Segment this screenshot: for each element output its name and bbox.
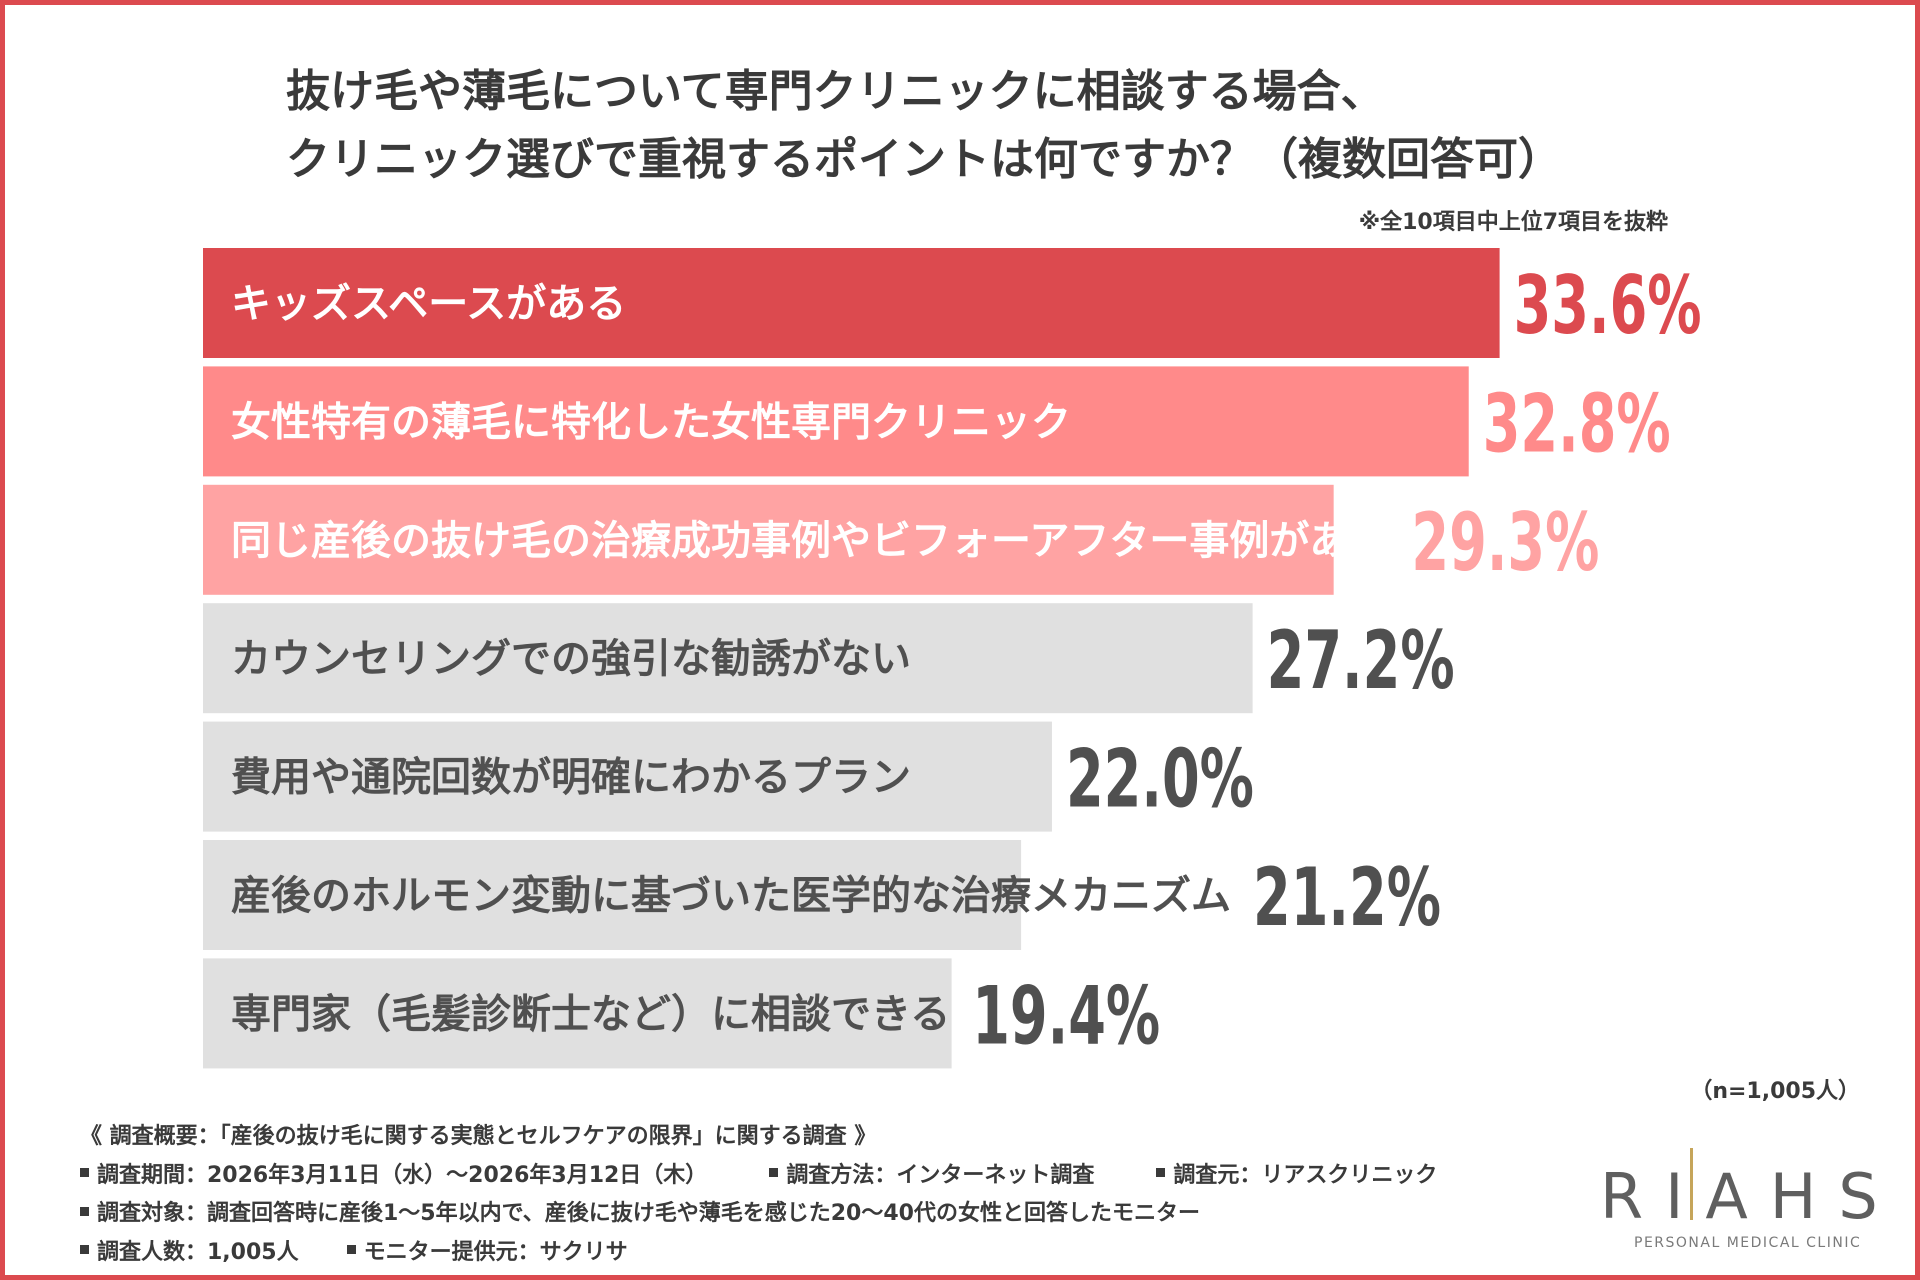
bar-group: 女性特有の薄毛に特化した女性専門クリニック 32.8% <box>203 366 1671 477</box>
sample-size: （n=1,005人） <box>1690 1079 1860 1104</box>
survey-row-2: 調査対象：調査回答時に産後1～5年以内で、産後に抜け毛や薄毛を感じた20～40代… <box>80 1195 1437 1234</box>
value-label: 29.3% <box>1411 496 1599 589</box>
bullet-icon <box>80 1206 89 1216</box>
value-label: 32.8% <box>1483 377 1671 470</box>
title-line-2: クリニック選びで重視するポイントは何ですか？（複数回答可） <box>286 134 1562 186</box>
value-label: 33.6% <box>1514 259 1702 352</box>
chart-title: 抜け毛や薄毛について専門クリニックに相談する場合、 クリニック選びで重視するポイ… <box>286 58 1786 194</box>
survey-row-1: 調査期間：2026年3月11日（水）～2026年3月12日（木） 調査方法：インタ… <box>80 1157 1437 1196</box>
survey-period: 調査期間：2026年3月11日（水）～2026年3月12日（木） <box>97 1162 708 1188</box>
bar <box>203 721 1052 832</box>
survey-row-3: 調査人数：1,005人 モニター提供元：サクリサ <box>80 1234 1437 1273</box>
category-label: 産後のホルモン変動に基づいた医学的な治療メカニズム <box>231 873 1231 919</box>
bar <box>203 840 1022 950</box>
bullet-icon <box>1156 1168 1166 1177</box>
bar-chart: キッズスペースがある 33.6% 女性特有の薄毛に特化した女性専門クリニック 32.8… <box>203 248 1702 1069</box>
category-label: キッズスペースがある <box>231 281 626 327</box>
bar-group: 専門家（毛髪診断士など）に相談できる 19.4% <box>203 958 1160 1069</box>
logo-accent-bar <box>1690 1148 1693 1220</box>
survey-overview: 《 調査概要：「産後の抜け毛に関する実態とセルフケアの限界」に関する調査 》 調… <box>80 1118 1437 1272</box>
value-label: 21.2% <box>1253 851 1441 944</box>
bar-group: キッズスペースがある 33.6% <box>203 248 1702 358</box>
bar <box>203 366 1469 477</box>
bar <box>203 484 1334 595</box>
survey-count: 調査人数：1,005人 <box>97 1239 299 1265</box>
survey-target: 調査対象：調査回答時に産後1～5年以内で、産後に抜け毛や薄毛を感じた20～40代… <box>97 1201 1200 1226</box>
logo-wordmark: RIAHS <box>1600 1148 1880 1233</box>
clinic-logo: RIAHS PERSONAL MEDICAL CLINIC <box>1600 1148 1880 1251</box>
bar-group: 同じ産後の抜け毛の治療成功事例やビフォーアフター事例がある 29.3% <box>203 484 1599 595</box>
bullet-icon <box>80 1168 89 1177</box>
category-label: 同じ産後の抜け毛の治療成功事例やビフォーアフター事例がある <box>231 518 1389 564</box>
bar <box>203 958 952 1069</box>
value-label: 19.4% <box>972 969 1160 1062</box>
survey-method: 調査方法：インターネット調査 <box>786 1162 1095 1188</box>
survey-provider: モニター提供元：サクリサ <box>363 1239 628 1265</box>
category-label: カウンセリングでの強引な勧誘がない <box>231 636 911 682</box>
bar <box>203 248 1500 358</box>
category-label: 専門家（毛髪診断士など）に相談できる <box>231 991 950 1037</box>
logo-subtitle: PERSONAL MEDICAL CLINIC <box>1634 1235 1862 1251</box>
bullet-icon <box>346 1245 356 1254</box>
bullet-icon <box>769 1168 779 1177</box>
value-label: 22.0% <box>1066 733 1254 826</box>
bar-group: 産後のホルモン変動に基づいた医学的な治療メカニズム 21.2% <box>203 840 1441 950</box>
title-line-1: 抜け毛や薄毛について専門クリニックに相談する場合、 <box>286 66 1385 117</box>
logo-text: RIAHS <box>1600 1160 1900 1233</box>
value-label: 27.2% <box>1267 614 1455 707</box>
bar <box>203 603 1253 714</box>
category-label: 女性特有の薄毛に特化した女性専門クリニック <box>231 399 1071 445</box>
bar-group: 費用や通院回数が明確にわかるプラン 22.0% <box>203 721 1254 832</box>
category-label: 費用や通院回数が明確にわかるプラン <box>231 755 911 801</box>
excerpt-note: ※全10項目中上位7項目を抜粋 <box>1358 210 1668 235</box>
bullet-icon <box>80 1245 89 1254</box>
survey-source: 調査元：リアスクリニック <box>1173 1162 1438 1188</box>
survey-title: 《 調査概要：「産後の抜け毛に関する実態とセルフケアの限界」に関する調査 》 <box>80 1124 877 1149</box>
bar-group: カウンセリングでの強引な勧誘がない 27.2% <box>203 603 1455 714</box>
